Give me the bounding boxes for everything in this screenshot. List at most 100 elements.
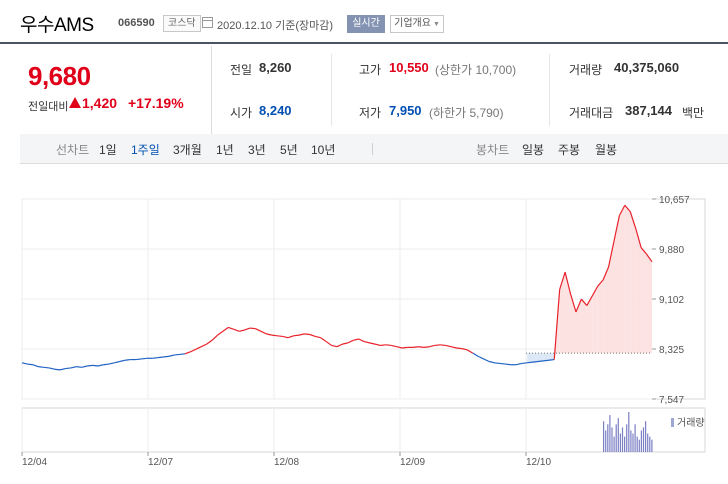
low-label: 저가 (359, 106, 382, 120)
period-tab-5y[interactable]: 5년 (280, 143, 298, 157)
x-tick-label: 12/10 (526, 457, 551, 468)
price-line-segment (206, 339, 213, 345)
open-label: 시가 (230, 106, 253, 120)
toolbar-divider (372, 143, 373, 155)
stock-header: 우수AMS 066590 코스닥 2020.12.10 기준(장마감) 실시간 … (0, 0, 728, 44)
volume-bar (632, 433, 634, 452)
divider (549, 54, 550, 126)
price-line-segment (168, 354, 175, 357)
area-fill-segment (624, 205, 631, 354)
period-tab-1y[interactable]: 1년 (216, 143, 234, 157)
area-fill-segment (592, 286, 598, 354)
price-line-segment (325, 341, 332, 346)
price-line-segment (152, 357, 158, 359)
price-line-segment (184, 351, 191, 355)
current-price: 9,680 (28, 61, 91, 91)
price-line-segment (396, 346, 403, 349)
volume-bar (634, 424, 636, 452)
price-line-segment (521, 362, 528, 365)
price-line-segment (597, 279, 604, 287)
price-line-segment (429, 344, 435, 348)
price-line-segment (108, 362, 115, 365)
x-axis-ticks: 12/04 12/07 12/08 12/09 12/10 (21, 452, 551, 468)
price-line-segment (499, 362, 506, 365)
volume-bar (609, 415, 611, 452)
price-line-segment (282, 335, 289, 339)
price-line-segment (76, 366, 82, 368)
price-line-segment (287, 335, 294, 339)
chart-toolbar: 선차트 1일 1주일 3개월 1년 3년 5년 10년 봉차트 일봉 주봉 월봉 (20, 134, 728, 164)
price-line-segment (260, 330, 267, 335)
volume-bar (630, 430, 632, 452)
open-value: 8,240 (259, 103, 292, 118)
price-line-segment (564, 271, 572, 295)
price-line-segment (233, 328, 240, 332)
y-tick-label: 7,547 (659, 395, 684, 406)
price-line-segment (527, 361, 533, 364)
area-fill-segment (527, 353, 533, 363)
area-fill-segment (575, 299, 582, 354)
price-line-segment (559, 271, 566, 290)
prev-compare-label: 전일대비 (28, 101, 69, 113)
period-tab-3y[interactable]: 3년 (248, 143, 266, 157)
price-line-segment (315, 335, 321, 339)
period-tab-3m[interactable]: 3개월 (173, 143, 202, 157)
price-line-segment (190, 348, 197, 353)
price-line-segment (347, 339, 354, 344)
price-line-segment (293, 334, 300, 337)
x-tick-label: 12/08 (274, 457, 299, 468)
volume-bar (642, 427, 645, 452)
price-line-segment (38, 366, 44, 368)
volume-legend-label: 거래량 (677, 417, 705, 429)
price-line-segment (81, 365, 88, 368)
candle-tab-daily[interactable]: 일봉 (522, 143, 545, 157)
price-line-segment (613, 215, 621, 242)
price-line-segment (364, 340, 370, 344)
low-value: 7,950 (389, 103, 422, 118)
price-line-segment (472, 352, 479, 357)
area-fill-segment (603, 266, 609, 354)
area-fill-segment (630, 211, 636, 354)
area-fill-segment (543, 353, 549, 361)
price-line-segment (586, 295, 593, 306)
period-tab-10y[interactable]: 10년 (311, 143, 336, 157)
stock-code: 066590 (118, 17, 155, 29)
price-line-segment (114, 360, 120, 364)
price-line-segment (228, 326, 235, 330)
price-line-segment (646, 253, 653, 263)
price-line-segment (635, 228, 642, 248)
period-tab-1d[interactable]: 1일 (99, 143, 117, 157)
price-line-segment (353, 338, 359, 341)
price-line-segment (125, 358, 131, 361)
volume-legend-swatch (671, 418, 674, 427)
price-line-segment (385, 344, 392, 347)
high-label: 고가 (359, 63, 382, 77)
volume-bar (619, 433, 621, 452)
line-chart-label: 선차트 (56, 143, 90, 157)
price-line-segment (591, 285, 599, 297)
price-line-segment (418, 346, 424, 348)
candle-tab-monthly[interactable]: 월봉 (595, 143, 618, 157)
price-line-segment (505, 363, 511, 366)
prev-close-label: 전일 (230, 63, 253, 77)
y-tick-label: 9,102 (659, 295, 684, 306)
volume-legend: 거래량 (671, 417, 705, 429)
price-line-segment (21, 362, 28, 365)
upper-limit: (상한가 10,700) (435, 63, 517, 77)
candle-tab-weekly[interactable]: 주봉 (558, 143, 581, 157)
price-line-segment (331, 344, 338, 348)
area-fill-segment (619, 205, 625, 354)
realtime-button[interactable]: 실시간 (347, 15, 385, 33)
volume-bar (626, 424, 628, 452)
company-overview-button[interactable]: 기업개요 ▼ (390, 15, 444, 33)
area-fill-segment (646, 254, 652, 354)
price-line-segment (65, 367, 71, 370)
volume-bar (613, 436, 615, 452)
price-line-segment (461, 348, 468, 351)
period-tab-1w[interactable]: 1주일 (131, 143, 160, 157)
price-line-segment (412, 346, 419, 348)
amount-label: 거래대금 (569, 106, 614, 120)
price-line-segment (440, 344, 446, 347)
price-line-segment (43, 366, 50, 369)
